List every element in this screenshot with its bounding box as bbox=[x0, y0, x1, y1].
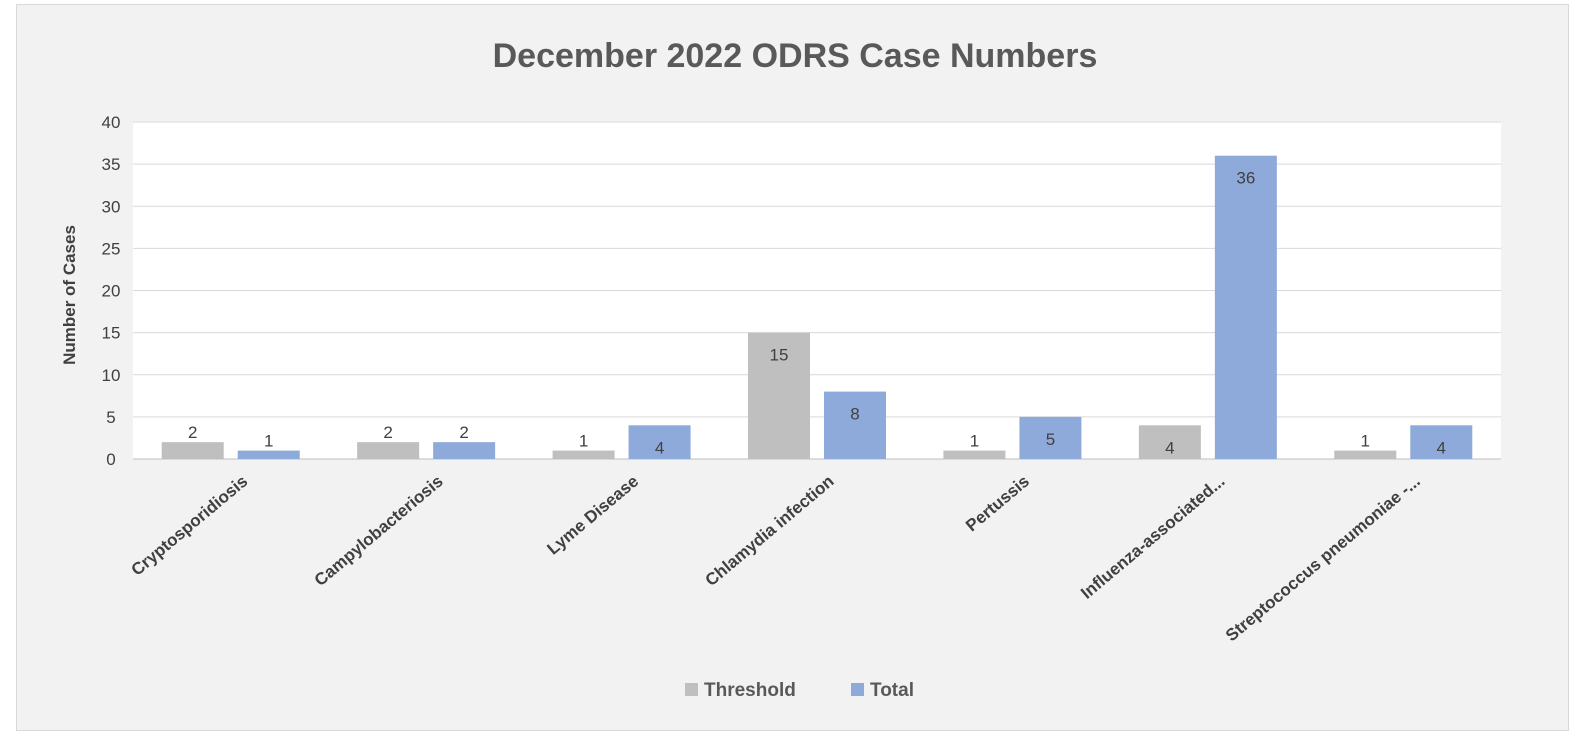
data-label: 8 bbox=[850, 405, 859, 424]
bar-total bbox=[1410, 425, 1473, 459]
bar-threshold bbox=[748, 332, 810, 459]
y-tick-label: 25 bbox=[102, 239, 121, 258]
category-label: Streptococcus pneumoniae -... bbox=[1222, 472, 1424, 646]
data-label: 2 bbox=[459, 423, 468, 442]
y-tick-label: 5 bbox=[106, 408, 115, 427]
bar-threshold bbox=[357, 442, 420, 459]
y-tick-label: 10 bbox=[102, 366, 121, 385]
bar-threshold bbox=[552, 450, 615, 459]
y-tick-label: 20 bbox=[102, 282, 121, 301]
bar-threshold bbox=[1138, 425, 1201, 459]
data-label: 2 bbox=[188, 423, 197, 442]
data-label: 15 bbox=[770, 346, 789, 365]
y-tick-label: 35 bbox=[102, 155, 121, 174]
data-label: 4 bbox=[655, 438, 664, 457]
chart-frame: December 2022 ODRS Case Numbers 0 5 10 15 20… bbox=[16, 4, 1569, 731]
category-labels: Cryptosporidiosis Campylobacteriosis Lyme … bbox=[128, 472, 1424, 646]
data-label: 1 bbox=[970, 432, 979, 451]
bar-total bbox=[237, 450, 300, 459]
data-label: 5 bbox=[1046, 430, 1055, 449]
data-label: 4 bbox=[1437, 438, 1446, 457]
data-label: 1 bbox=[264, 432, 273, 451]
bar-total bbox=[433, 442, 496, 459]
bar-total bbox=[1214, 155, 1277, 459]
y-tick-label: 15 bbox=[102, 324, 121, 343]
legend-label-total: Total bbox=[870, 680, 914, 701]
legend-swatch-total bbox=[851, 683, 864, 696]
y-tick-label: 40 bbox=[102, 113, 121, 132]
data-label: 2 bbox=[383, 423, 392, 442]
category-label: Cryptosporidiosis bbox=[128, 472, 252, 580]
category-label: Chlamydia infection bbox=[702, 472, 838, 590]
bars bbox=[161, 155, 1473, 459]
legend: Threshold Total bbox=[685, 680, 914, 701]
bar-threshold bbox=[943, 450, 1006, 459]
data-label: 36 bbox=[1236, 169, 1255, 188]
data-label: 1 bbox=[579, 432, 588, 451]
bar-threshold bbox=[1334, 450, 1397, 459]
chart-title: December 2022 ODRS Case Numbers bbox=[493, 37, 1098, 75]
data-label: 4 bbox=[1165, 438, 1174, 457]
data-label: 1 bbox=[1361, 432, 1370, 451]
bar-total bbox=[824, 391, 886, 459]
category-label: Campylobacteriosis bbox=[311, 472, 447, 590]
legend-label-threshold: Threshold bbox=[704, 680, 796, 701]
bar-total bbox=[628, 425, 691, 459]
bar-chart: December 2022 ODRS Case Numbers 05101520… bbox=[60, 37, 1501, 701]
category-label: Influenza-associated... bbox=[1077, 472, 1228, 603]
legend-swatch-threshold bbox=[685, 683, 698, 696]
category-label: Lyme Disease bbox=[544, 472, 643, 559]
y-tick-label: 0 bbox=[106, 450, 115, 469]
bar-threshold bbox=[161, 442, 224, 459]
y-tick-label: 30 bbox=[102, 197, 121, 216]
y-axis-label: Number of Cases bbox=[60, 225, 79, 365]
category-label: Pertussis bbox=[962, 472, 1033, 536]
bar-total bbox=[1019, 416, 1082, 459]
y-axis-ticks: 0 5 10 15 20 25 30 35 40 bbox=[102, 113, 121, 469]
